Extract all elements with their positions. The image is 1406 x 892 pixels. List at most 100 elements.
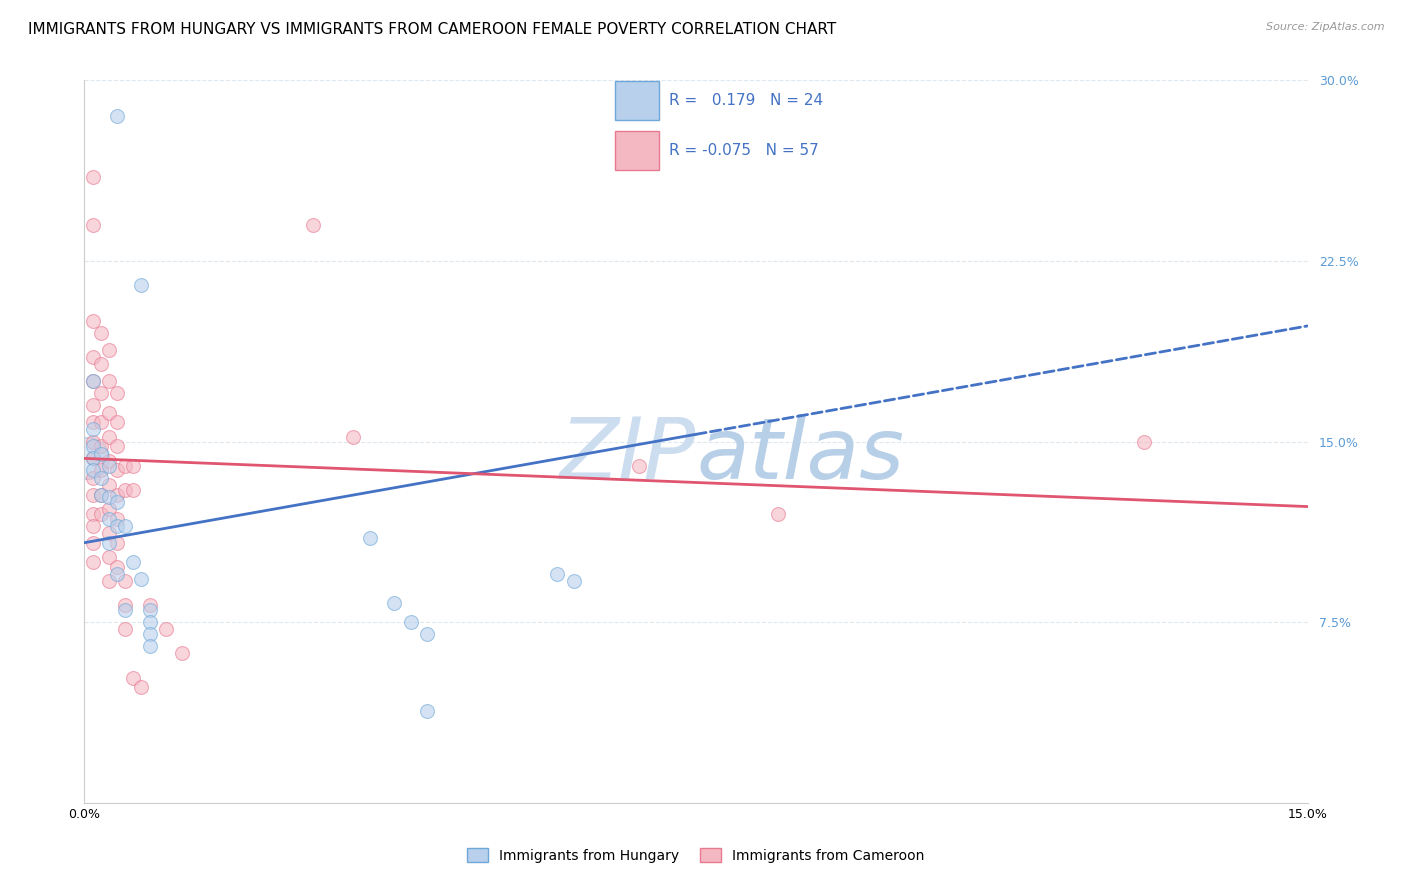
Immigrants from Cameroon [155,623,177,637]
Immigrants from Cameroon [82,415,104,429]
Immigrants from Hungary [82,451,104,466]
Immigrants from Cameroon [82,451,104,466]
Immigrants from Cameroon [82,535,104,549]
Immigrants from Cameroon [114,458,136,473]
Immigrants from Hungary [138,615,160,630]
Immigrants from Cameroon [114,623,136,637]
Immigrants from Cameroon [90,326,112,340]
Immigrants from Cameroon [105,559,128,574]
Immigrants from Cameroon [97,550,120,565]
Immigrants from Cameroon [105,535,128,549]
Immigrants from Cameroon [172,647,194,661]
Immigrants from Cameroon [82,470,104,484]
Immigrants from Cameroon [82,169,104,184]
Immigrants from Cameroon [97,574,120,589]
Immigrants from Hungary [82,374,104,388]
Text: R = -0.075   N = 57: R = -0.075 N = 57 [669,143,818,158]
Immigrants from Hungary [138,639,160,653]
Immigrants from Hungary [105,494,128,508]
Immigrants from Cameroon [90,507,112,521]
Immigrants from Cameroon [122,483,145,497]
Immigrants from Cameroon [114,483,136,497]
Immigrants from Hungary [138,603,160,617]
Immigrants from Cameroon [82,314,104,328]
Immigrants from Cameroon [90,386,112,401]
Immigrants from Cameroon [114,599,136,613]
Immigrants from Hungary [382,596,405,610]
Legend: Immigrants from Hungary, Immigrants from Cameroon: Immigrants from Hungary, Immigrants from… [461,842,931,868]
Text: ZIP: ZIP [560,415,696,498]
Immigrants from Cameroon [301,218,323,232]
Immigrants from Hungary [359,531,381,545]
Immigrants from Hungary [114,603,136,617]
Immigrants from Cameroon [105,511,128,525]
Immigrants from Cameroon [105,463,128,477]
Immigrants from Cameroon [90,487,112,501]
Immigrants from Hungary [546,567,568,582]
Immigrants from Hungary [131,277,153,292]
Immigrants from Cameroon [82,507,104,521]
Immigrants from Hungary [90,446,112,460]
Immigrants from Cameroon [97,430,120,444]
Text: atlas: atlas [696,415,904,498]
Immigrants from Cameroon [97,502,120,516]
Immigrants from Cameroon [82,398,104,412]
Immigrants from Hungary [131,572,153,586]
Immigrants from Cameroon [627,458,650,473]
Immigrants from Cameroon [97,526,120,541]
Immigrants from Hungary [105,567,128,582]
FancyBboxPatch shape [614,131,658,169]
Immigrants from Hungary [97,511,120,525]
Immigrants from Cameroon [82,487,104,501]
Immigrants from Cameroon [90,358,112,372]
Immigrants from Cameroon [90,415,112,429]
Immigrants from Cameroon [97,374,120,388]
Immigrants from Cameroon [105,487,128,501]
Immigrants from Cameroon [82,218,104,232]
Immigrants from Cameroon [122,458,145,473]
Immigrants from Hungary [90,470,112,484]
Immigrants from Cameroon [97,343,120,357]
Immigrants from Cameroon [82,434,104,449]
Immigrants from Cameroon [105,415,128,429]
Immigrants from Cameroon [766,507,789,521]
Point [77,451,100,466]
Immigrants from Cameroon [97,478,120,492]
Immigrants from Cameroon [105,386,128,401]
Immigrants from Cameroon [138,599,160,613]
Immigrants from Cameroon [1133,434,1156,449]
Immigrants from Cameroon [90,439,112,453]
Immigrants from Hungary [97,535,120,549]
Text: IMMIGRANTS FROM HUNGARY VS IMMIGRANTS FROM CAMEROON FEMALE POVERTY CORRELATION C: IMMIGRANTS FROM HUNGARY VS IMMIGRANTS FR… [28,22,837,37]
Immigrants from Hungary [105,518,128,533]
Immigrants from Cameroon [105,439,128,453]
Immigrants from Cameroon [114,574,136,589]
Text: Source: ZipAtlas.com: Source: ZipAtlas.com [1267,22,1385,32]
Immigrants from Cameroon [82,374,104,388]
Immigrants from Cameroon [122,671,145,685]
Immigrants from Cameroon [97,454,120,468]
Immigrants from Hungary [97,490,120,504]
Immigrants from Cameroon [90,463,112,477]
Immigrants from Hungary [416,704,439,718]
Immigrants from Cameroon [82,518,104,533]
Immigrants from Hungary [416,627,439,641]
Immigrants from Hungary [114,518,136,533]
Text: R =   0.179   N = 24: R = 0.179 N = 24 [669,93,823,108]
Immigrants from Hungary [82,439,104,453]
Immigrants from Hungary [562,574,585,589]
Immigrants from Hungary [82,422,104,436]
Immigrants from Hungary [122,555,145,569]
Immigrants from Hungary [82,463,104,477]
Immigrants from Hungary [138,627,160,641]
FancyBboxPatch shape [614,81,658,120]
Immigrants from Hungary [105,109,128,123]
Immigrants from Hungary [90,487,112,501]
Immigrants from Cameroon [342,430,364,444]
Immigrants from Cameroon [82,555,104,569]
Immigrants from Hungary [399,615,422,630]
Immigrants from Hungary [97,458,120,473]
Immigrants from Cameroon [131,680,153,694]
Immigrants from Cameroon [97,406,120,420]
Immigrants from Cameroon [82,350,104,364]
